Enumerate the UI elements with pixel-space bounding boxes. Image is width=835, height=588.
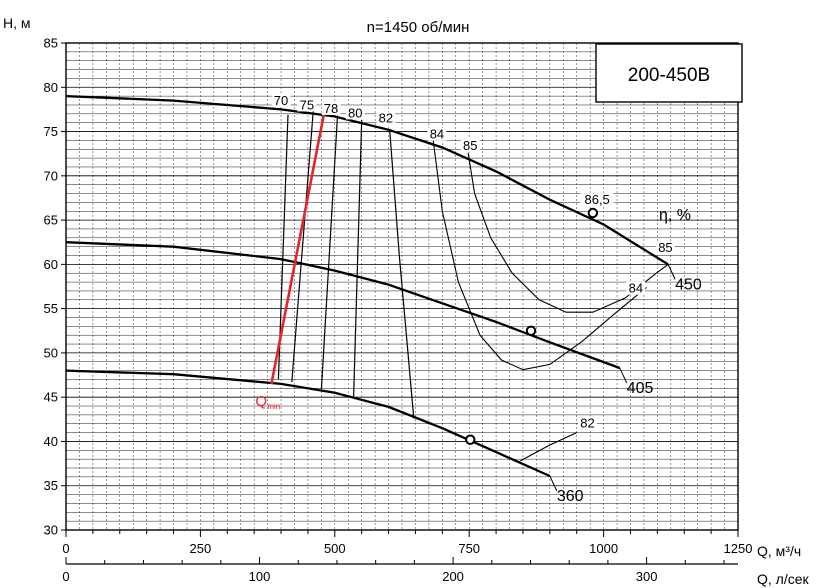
efficiency-value-bg <box>460 139 480 153</box>
efficiency-label: η, % <box>659 207 691 224</box>
curve-label-360: 360 <box>557 488 584 505</box>
duty-point <box>525 325 537 336</box>
x-tick-label: 1250 <box>724 541 753 556</box>
x-tick-label: 1000 <box>589 541 618 556</box>
efficiency-value-bg <box>656 240 675 254</box>
x2-tick-label: 200 <box>442 569 464 584</box>
x-axis-label: Q, м³/ч <box>757 543 801 559</box>
y-tick-label: 70 <box>44 168 58 183</box>
q-min-line-path <box>270 113 326 385</box>
y-tick-label: 50 <box>44 345 58 360</box>
efficiency-value-82: 82 <box>580 415 594 430</box>
y-tick-label: 60 <box>44 257 58 272</box>
efficiency-value-bg <box>376 111 396 125</box>
head-curve-405 <box>65 241 621 370</box>
q-min-label-sub: min <box>267 402 280 411</box>
efficiency-value-86,5: 86,5 <box>584 192 609 207</box>
q-min-label: Q <box>255 393 267 410</box>
efficiency-value-bg <box>271 93 291 107</box>
efficiency-lines <box>277 110 669 462</box>
curve-leader <box>619 367 628 384</box>
head-curves <box>65 94 669 478</box>
duty-point <box>465 434 476 445</box>
efficiency-value-82: 82 <box>379 111 393 126</box>
model-label: 200-450B <box>628 65 710 86</box>
head-curve-360 <box>65 369 551 478</box>
curve-labels: 450 405 360 70 75 78 80 82 84 85 86,5 85 84 82 <box>271 93 702 505</box>
y-tick-label: 35 <box>44 478 58 493</box>
duty-point <box>587 207 599 219</box>
efficiency-contour-84 <box>432 140 647 371</box>
chart-title: n=1450 об/мин <box>367 19 470 36</box>
y-tick-label: 55 <box>44 301 58 316</box>
y-tick-label: 80 <box>44 80 58 95</box>
efficiency-value-bg <box>578 416 597 430</box>
x2-tick-label: 300 <box>636 569 658 584</box>
curve-label-450: 450 <box>675 276 702 293</box>
efficiency-value-84: 84 <box>430 127 444 142</box>
y-tick-label: 30 <box>44 523 58 538</box>
y-tick-label: 85 <box>44 36 58 51</box>
efficiency-value-85: 85 <box>463 138 477 153</box>
efficiency-value-bg <box>580 193 614 207</box>
efficiency-contour-82 <box>520 432 577 462</box>
y-tick-label: 40 <box>44 434 58 449</box>
efficiency-value-bg <box>345 106 365 120</box>
efficiency-value-bg <box>427 127 447 141</box>
y-axis-label: H, м <box>3 15 31 31</box>
plot-frame <box>65 42 739 531</box>
head-curve-450 <box>65 94 669 266</box>
efficiency-value-bg <box>321 101 341 115</box>
x2-tick-label: 100 <box>249 569 271 584</box>
efficiency-value-75: 75 <box>300 97 314 112</box>
x2-tick-label: 0 <box>62 569 69 584</box>
x-axis-label-secondary: Q, л/сек <box>757 571 810 587</box>
x-tick-label: 750 <box>458 541 480 556</box>
model-box <box>595 43 743 103</box>
efficiency-line-82 <box>389 128 415 419</box>
efficiency-line-80 <box>353 119 363 398</box>
efficiency-value-84: 84 <box>629 281 643 296</box>
y-tick-label: 45 <box>44 390 58 405</box>
x-tick-label: 250 <box>190 541 212 556</box>
curve-leader <box>549 475 558 492</box>
x-tick-label: 500 <box>324 541 346 556</box>
efficiency-value-85: 85 <box>658 240 672 255</box>
efficiency-value-78: 78 <box>324 101 338 116</box>
y-tick-label: 75 <box>44 124 58 139</box>
curve-label-405: 405 <box>627 380 654 397</box>
grid <box>65 42 739 531</box>
x-tick-label: 0 <box>62 541 69 556</box>
efficiency-value-70: 70 <box>274 93 288 108</box>
efficiency-value-bg <box>626 281 646 295</box>
efficiency-line-78 <box>320 115 339 390</box>
duty-points <box>465 207 599 445</box>
curve-leader <box>667 264 676 280</box>
efficiency-value-bg <box>297 98 317 112</box>
efficiency-value-80: 80 <box>348 105 362 120</box>
y-tick-label: 65 <box>44 213 58 228</box>
efficiency-line-75 <box>291 110 314 383</box>
